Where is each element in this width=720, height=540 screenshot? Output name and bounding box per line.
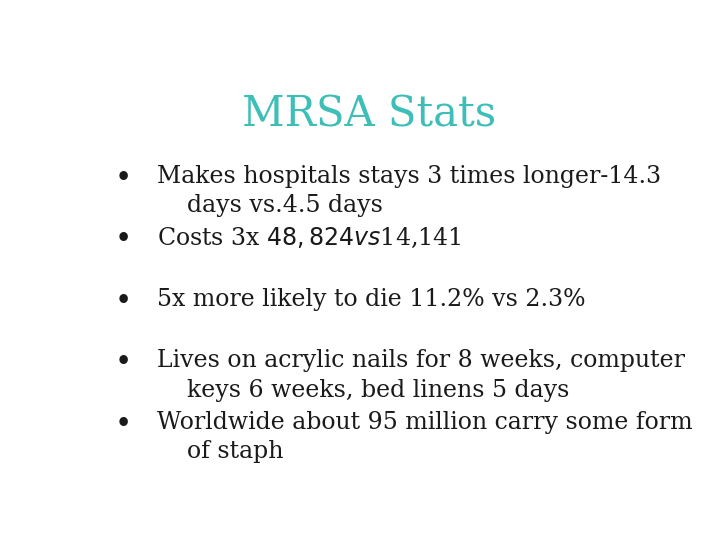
Text: MRSA Stats: MRSA Stats (242, 94, 496, 136)
Text: Lives on acrylic nails for 8 weeks, computer
    keys 6 weeks, bed linens 5 days: Lives on acrylic nails for 8 weeks, comp… (157, 349, 685, 402)
Text: •: • (115, 288, 132, 316)
Text: •: • (115, 349, 132, 377)
Text: Makes hospitals stays 3 times longer-14.3
    days vs.4.5 days: Makes hospitals stays 3 times longer-14.… (157, 165, 661, 217)
Text: •: • (115, 411, 132, 438)
Text: •: • (115, 165, 132, 193)
Text: •: • (115, 226, 132, 254)
Text: Worldwide about 95 million carry some form
    of staph: Worldwide about 95 million carry some fo… (157, 411, 693, 463)
Text: Costs 3x $48,824 vs $14,141: Costs 3x $48,824 vs $14,141 (157, 226, 462, 250)
Text: 5x more likely to die 11.2% vs 2.3%: 5x more likely to die 11.2% vs 2.3% (157, 288, 585, 310)
